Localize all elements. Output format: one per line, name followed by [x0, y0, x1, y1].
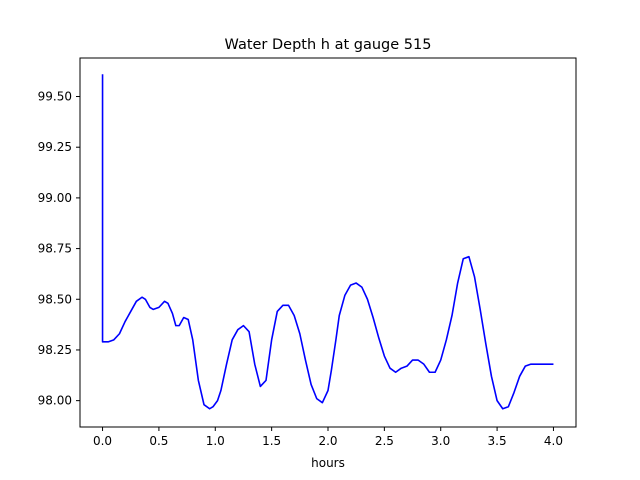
x-axis-label: hours — [311, 456, 345, 470]
y-tick-label: 98.25 — [38, 343, 72, 357]
y-tick-label: 98.75 — [38, 242, 72, 256]
x-tick-label: 0.0 — [93, 434, 112, 448]
plot-frame — [79, 57, 577, 428]
x-tick-label: 1.5 — [262, 434, 281, 448]
y-tick-label: 98.50 — [38, 292, 72, 306]
x-tick-label: 2.5 — [375, 434, 394, 448]
y-tick-label: 99.25 — [38, 140, 72, 154]
y-tick-label: 99.00 — [38, 191, 72, 205]
plot-series — [101, 74, 554, 410]
y-tick-label: 98.00 — [38, 394, 72, 408]
x-tick-label: 4.0 — [544, 434, 563, 448]
x-tick-label: 3.5 — [488, 434, 507, 448]
y-axis: 98.00 98.25 98.50 98.75 99.00 99.25 99.50 — [38, 90, 80, 408]
x-tick-label: 2.0 — [318, 434, 337, 448]
y-tick-label: 99.50 — [38, 90, 72, 104]
x-tick-label: 1.0 — [206, 434, 225, 448]
chart-title: Water Depth h at gauge 515 — [225, 37, 432, 53]
x-tick-label: 3.0 — [431, 434, 450, 448]
x-axis: 0.0 0.5 1.0 1.5 2.0 2.5 3.0 3.5 4.0 — [93, 427, 563, 448]
x-tick-label: 0.5 — [149, 434, 168, 448]
series-line-0 — [101, 74, 554, 410]
